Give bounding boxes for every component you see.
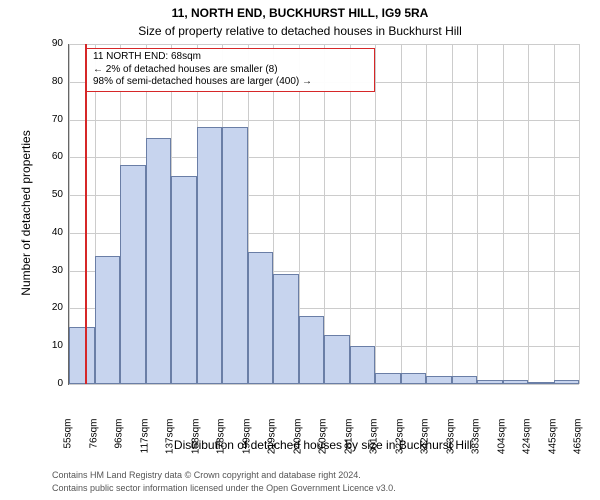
histogram-bar (503, 380, 528, 384)
x-tick-label: 260sqm (318, 419, 329, 469)
annotation-line: ← 2% of detached houses are smaller (8) (93, 64, 368, 77)
y-tick-label: 50 (38, 189, 63, 200)
histogram-bar (554, 380, 579, 384)
x-tick-label: 219sqm (267, 419, 278, 469)
gridline-v (579, 44, 580, 384)
gridline-v (375, 44, 376, 384)
footer-copyright: Contains HM Land Registry data © Crown c… (52, 470, 361, 480)
histogram-bar (69, 327, 95, 384)
gridline-h (69, 384, 579, 385)
x-tick-label: 301sqm (369, 419, 380, 469)
x-tick-label: 55sqm (63, 419, 74, 469)
y-tick-label: 10 (38, 340, 63, 351)
plot-area (68, 44, 579, 385)
x-tick-label: 281sqm (344, 419, 355, 469)
footer-license: Contains public sector information licen… (52, 483, 396, 493)
annotation-box: 11 NORTH END: 68sqm ← 2% of detached hou… (86, 48, 375, 92)
y-tick-label: 90 (38, 38, 63, 49)
gridline-v (426, 44, 427, 384)
histogram-bar (477, 380, 503, 384)
x-tick-label: 96sqm (114, 419, 125, 469)
histogram-bar (401, 373, 426, 384)
x-tick-label: 117sqm (140, 419, 151, 469)
x-tick-label: 76sqm (89, 419, 100, 469)
histogram-bar (222, 127, 248, 384)
y-tick-label: 30 (38, 265, 63, 276)
y-tick-label: 0 (38, 378, 63, 389)
histogram-bar (197, 127, 222, 384)
annotation-line: 11 NORTH END: 68sqm (93, 51, 368, 64)
x-tick-label: 342sqm (420, 419, 431, 469)
chart-title-address: 11, NORTH END, BUCKHURST HILL, IG9 5RA (0, 6, 600, 20)
x-tick-label: 383sqm (471, 419, 482, 469)
histogram-bar (248, 252, 273, 384)
x-tick-label: 240sqm (293, 419, 304, 469)
y-tick-label: 20 (38, 302, 63, 313)
gridline-v (554, 44, 555, 384)
gridline-v (503, 44, 504, 384)
x-tick-label: 404sqm (497, 419, 508, 469)
gridline-v (452, 44, 453, 384)
histogram-bar (120, 165, 146, 384)
histogram-bar (452, 376, 477, 384)
y-axis-label: Number of detached properties (19, 43, 33, 383)
histogram-bar (273, 274, 299, 384)
histogram-bar (299, 316, 324, 384)
x-tick-label: 322sqm (395, 419, 406, 469)
x-tick-label: 363sqm (446, 419, 457, 469)
chart-container: { "title_line1": "11, NORTH END, BUCKHUR… (0, 0, 600, 500)
gridline-v (528, 44, 529, 384)
x-tick-label: 445sqm (548, 419, 559, 469)
gridline-v (350, 44, 351, 384)
histogram-bar (426, 376, 452, 384)
chart-title-desc: Size of property relative to detached ho… (0, 24, 600, 38)
gridline-v (401, 44, 402, 384)
gridline-v (324, 44, 325, 384)
y-tick-label: 40 (38, 227, 63, 238)
x-tick-label: 424sqm (522, 419, 533, 469)
y-tick-label: 80 (38, 76, 63, 87)
histogram-bar (146, 138, 171, 384)
x-tick-label: 199sqm (242, 419, 253, 469)
annotation-line: 98% of semi-detached houses are larger (… (93, 76, 368, 89)
x-tick-label: 137sqm (165, 419, 176, 469)
x-tick-label: 178sqm (216, 419, 227, 469)
histogram-bar (171, 176, 197, 384)
y-tick-label: 60 (38, 151, 63, 162)
property-marker-line (85, 44, 87, 384)
histogram-bar (95, 256, 120, 384)
histogram-bar (375, 373, 401, 384)
histogram-bar (528, 382, 554, 384)
x-tick-label: 465sqm (573, 419, 584, 469)
histogram-bar (324, 335, 350, 384)
y-tick-label: 70 (38, 114, 63, 125)
gridline-v (477, 44, 478, 384)
x-tick-label: 158sqm (191, 419, 202, 469)
histogram-bar (350, 346, 375, 384)
